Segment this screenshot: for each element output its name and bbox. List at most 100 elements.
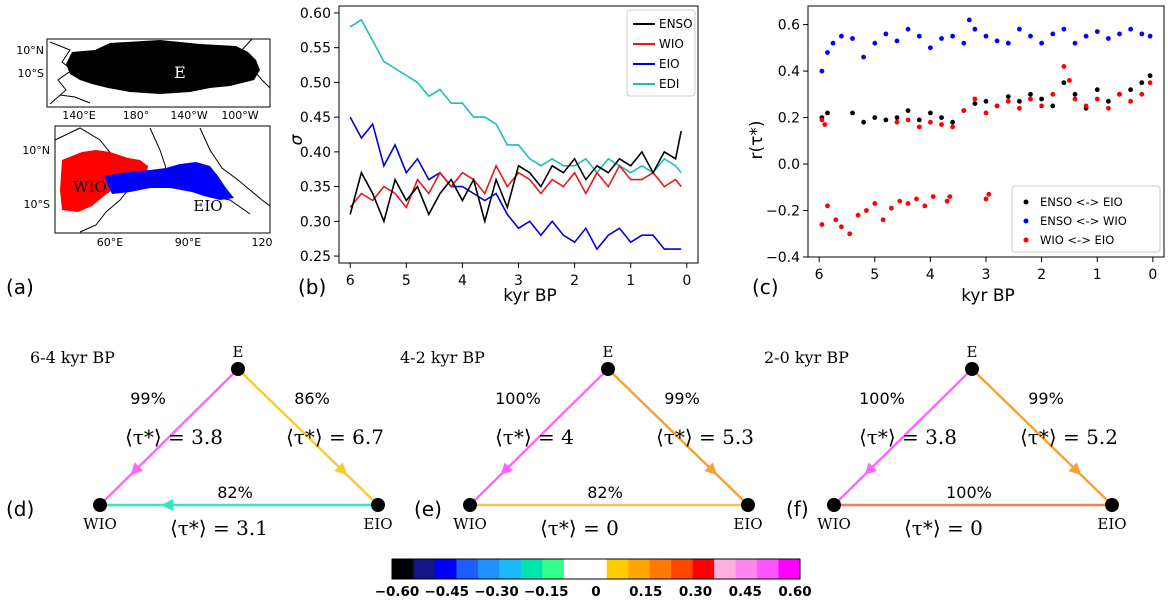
scatter-point <box>1128 87 1133 93</box>
colorbar-frame <box>391 558 801 580</box>
colorbar-tick-label: 0.45 <box>729 584 762 600</box>
node-eio <box>741 498 755 512</box>
colorbar-segment <box>392 559 414 579</box>
edge-arrowhead <box>130 462 144 476</box>
scatter-point <box>1017 98 1022 104</box>
scatter-point <box>966 17 972 23</box>
x-tick-label: 1 <box>1093 267 1102 283</box>
edge-tau-label: ⟨τ*⟩ = 0 <box>540 516 619 540</box>
edge-percent-label: 82% <box>587 483 623 502</box>
edge-arrowhead <box>864 462 878 476</box>
scatter-point <box>880 217 886 223</box>
scatter-point <box>872 201 878 206</box>
colorbar-segment <box>499 559 522 579</box>
scatter-point <box>864 208 869 213</box>
legend-label: EIO <box>659 57 680 71</box>
scatter-point <box>1117 31 1122 37</box>
x-tick-label: 1 <box>626 273 635 289</box>
scatter-point <box>894 119 900 125</box>
y-axis-label: r(τ*) <box>747 121 767 160</box>
map-bottom-coast-sea <box>199 127 271 207</box>
node-eio <box>1105 498 1119 512</box>
colorbar-tick-label: 0.15 <box>629 584 662 600</box>
scatter-point <box>825 203 830 209</box>
colorbar-segment <box>778 559 801 579</box>
edge-percent-label: 99% <box>1028 389 1064 408</box>
map-top-coast-south <box>59 94 91 104</box>
panel-label-d: (d) <box>6 497 34 521</box>
y-tick-label: 0.25 <box>300 249 331 265</box>
colorbar-segment <box>628 559 651 579</box>
colorbar-tick-label: 0.60 <box>778 584 811 600</box>
lon-tick: 100°W <box>221 109 258 122</box>
legend-label: WIO <-> EIO <box>1040 233 1114 247</box>
colorbar-segment <box>735 559 758 579</box>
edge-tau-label: ⟨τ*⟩ = 0 <box>904 516 983 540</box>
y-tick-label: 0.4 <box>778 64 800 80</box>
node-e <box>965 362 979 376</box>
edge-arrowhead <box>704 462 718 476</box>
lon-tick: 120 <box>252 236 273 249</box>
colorbar-tick-label: −0.30 <box>474 584 519 600</box>
y-tick-label: −0.2 <box>766 204 800 220</box>
correlation-scatter-chart: 6 5 4 3 2 1 0 −0.4 −0.2 0.0 0.2 0.4 0.6 kyr BP r(τ*)… <box>747 5 1165 306</box>
scatter-point <box>1067 78 1072 83</box>
scatter-point <box>1005 98 1011 104</box>
lat-tick: 10°S <box>18 67 44 80</box>
scatter-point <box>947 194 953 200</box>
scatter-point <box>839 224 844 230</box>
scatter-point <box>939 36 944 41</box>
node-wio <box>93 498 107 512</box>
scatter-point <box>972 96 978 102</box>
x-tick-label: 3 <box>514 273 523 289</box>
scatter-point <box>1083 33 1089 39</box>
network-3: 2-0 kyr BP 100% ⟨τ*⟩ = 3.8 99% ⟨τ*⟩ = 5.2 100… <box>764 343 1127 540</box>
legend-label: ENSO <-> EIO <box>1040 195 1123 209</box>
scatter-point <box>1017 105 1022 111</box>
scatter-point <box>994 103 1000 109</box>
y-axis-label: σ <box>287 133 307 145</box>
edge-tau-label: ⟨τ*⟩ = 5.2 <box>1020 425 1118 449</box>
scatter-point <box>983 110 989 116</box>
scatter-point <box>839 33 844 39</box>
scatter-point <box>1061 80 1067 86</box>
x-tick-label: 0 <box>1148 267 1157 283</box>
scatter-point <box>861 119 866 125</box>
scatter-point <box>1083 103 1089 109</box>
x-tick-label: 6 <box>346 273 355 289</box>
scatter-point <box>819 222 825 227</box>
scatter-point <box>1072 40 1078 46</box>
node-label: E <box>967 343 978 361</box>
edge-tau-label: ⟨τ*⟩ = 3.8 <box>125 425 223 449</box>
colorbar-segment <box>714 559 737 579</box>
node-label: EIO <box>363 515 392 533</box>
scatter-point <box>916 117 922 123</box>
scatter-point <box>1106 98 1111 104</box>
edge-tau-label: ⟨τ*⟩ = 4 <box>495 425 574 449</box>
scatter-point <box>1106 36 1111 41</box>
colorbar: −0.60 −0.45 −0.30 −0.15 0 0.15 0.30 0.45 0.60 <box>375 558 812 600</box>
scatter-point <box>825 110 830 116</box>
scatter-point <box>1050 31 1056 37</box>
lon-tick: 180° <box>123 109 150 122</box>
node-label: EIO <box>1097 515 1126 533</box>
lat-tick: 10°N <box>16 44 44 57</box>
scatter-point <box>1050 91 1056 97</box>
scatter-point <box>905 201 911 206</box>
scatter-point <box>928 45 933 51</box>
y-tick-label: 0.2 <box>778 111 800 127</box>
scatter-point <box>1147 80 1153 86</box>
scatter-point <box>1139 80 1145 86</box>
edge-e-eio <box>237 368 379 506</box>
scatter-point <box>1061 26 1067 32</box>
scatter-point <box>1005 94 1011 99</box>
scatter-point <box>861 54 866 60</box>
colorbar-segment <box>563 559 586 579</box>
edge-arrowhead <box>334 462 348 476</box>
colorbar-tick-label: −0.15 <box>524 584 569 600</box>
node-label: WIO <box>817 515 851 533</box>
region-e-label: E <box>174 63 186 82</box>
scatter-point <box>950 124 955 130</box>
panel-label-e: (e) <box>414 497 442 521</box>
node-e <box>231 362 245 376</box>
